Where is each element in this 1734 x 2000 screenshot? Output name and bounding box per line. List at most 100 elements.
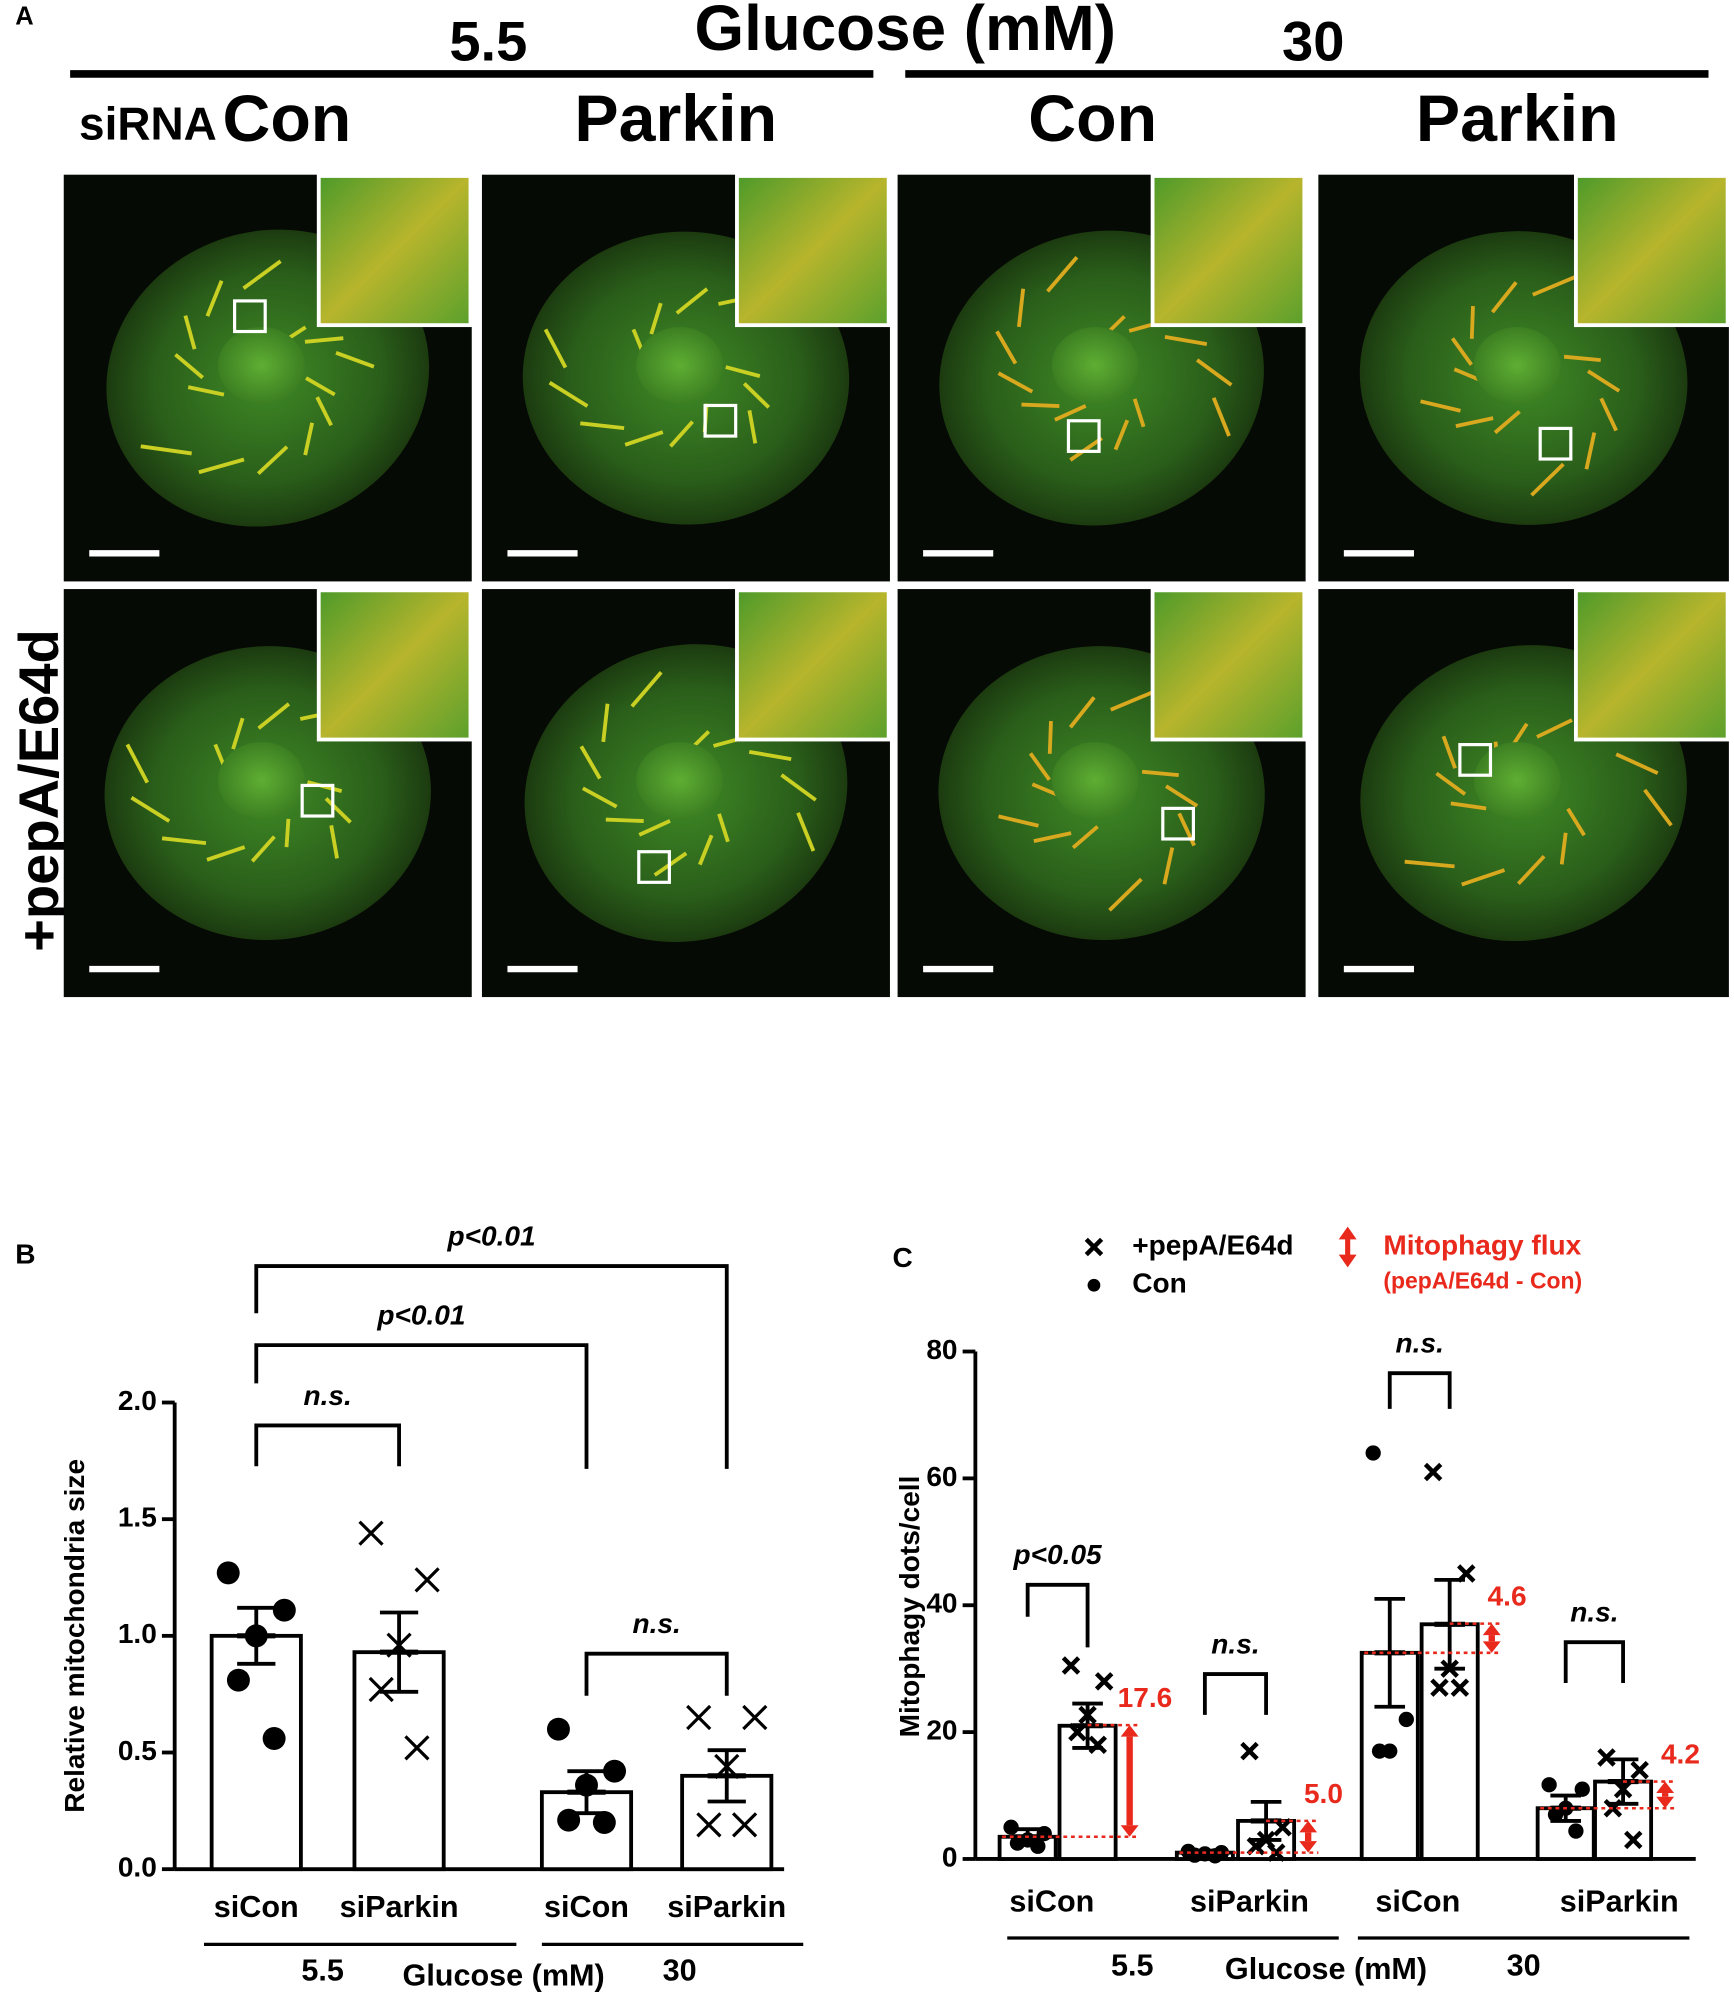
data-point bbox=[696, 1812, 722, 1838]
data-point bbox=[1630, 1760, 1649, 1780]
roi-box bbox=[1066, 419, 1101, 453]
y-tick-label: 0.0 bbox=[118, 1852, 157, 1883]
significance-label: p<0.01 bbox=[446, 1220, 535, 1251]
data-point bbox=[1240, 1741, 1259, 1761]
mitochondria bbox=[1493, 410, 1521, 435]
mitochondria bbox=[742, 382, 771, 409]
mitochondria bbox=[717, 813, 730, 843]
legend-marker bbox=[1338, 1226, 1357, 1268]
data-point bbox=[1267, 1843, 1286, 1862]
significance-bracket bbox=[254, 1343, 589, 1469]
mitochondria bbox=[748, 749, 792, 762]
roi-box bbox=[1538, 426, 1573, 461]
significance-label: p<0.05 bbox=[1013, 1539, 1103, 1570]
mitochondria bbox=[1028, 752, 1051, 781]
nucleus bbox=[1473, 327, 1561, 404]
inset bbox=[1573, 588, 1730, 742]
mitochondria bbox=[1108, 877, 1143, 912]
x-tick-label: siCon bbox=[1009, 1885, 1094, 1919]
mitochondria bbox=[256, 445, 289, 476]
legend-label: Con bbox=[1132, 1268, 1187, 1299]
mitochondria bbox=[1110, 690, 1154, 712]
nucleus bbox=[1051, 327, 1139, 404]
mitochondria bbox=[1559, 832, 1568, 865]
mitochondria bbox=[1164, 334, 1208, 346]
significance-bracket bbox=[1202, 1672, 1268, 1715]
nucleus bbox=[218, 742, 305, 819]
data-point bbox=[1597, 1748, 1616, 1767]
bar bbox=[209, 1633, 303, 1872]
arrow-head bbox=[1482, 1623, 1501, 1636]
inset bbox=[735, 174, 891, 328]
significance-bracket bbox=[254, 1423, 401, 1467]
data-point bbox=[272, 1598, 296, 1622]
mitochondria bbox=[174, 353, 204, 380]
mitochondria bbox=[1141, 769, 1179, 778]
flux-label: 4.6 bbox=[1488, 1581, 1527, 1612]
mitochondria bbox=[1563, 354, 1601, 363]
mitochondria bbox=[183, 315, 197, 350]
mitochondria bbox=[206, 845, 246, 862]
significance-bracket bbox=[254, 1264, 729, 1469]
inset bbox=[735, 588, 891, 742]
mitochondria bbox=[669, 420, 694, 448]
arrow-head bbox=[1482, 1641, 1501, 1653]
mitochondria bbox=[303, 422, 315, 456]
group-label: 30 bbox=[663, 1954, 697, 1988]
panel-label: A bbox=[15, 3, 33, 31]
x-tick-label: siCon bbox=[214, 1890, 299, 1924]
mitochondria bbox=[1068, 696, 1096, 729]
data-point bbox=[686, 1704, 712, 1731]
group-label: 30 bbox=[1507, 1948, 1541, 1982]
mitochondria bbox=[543, 328, 568, 369]
inset bbox=[1150, 588, 1307, 742]
mitochondria bbox=[630, 671, 663, 708]
x-tick-label: siParkin bbox=[1190, 1885, 1309, 1919]
data-point bbox=[1430, 1678, 1449, 1697]
x-tick-label: siParkin bbox=[667, 1890, 786, 1924]
mitochondria bbox=[130, 795, 171, 823]
mitochondria bbox=[125, 743, 150, 784]
mitochondria bbox=[1069, 436, 1103, 462]
significance-label: n.s. bbox=[632, 1608, 680, 1639]
mitochondria bbox=[284, 818, 291, 848]
nucleus bbox=[636, 742, 723, 819]
mitochondria bbox=[140, 444, 192, 456]
mitochondria bbox=[198, 457, 245, 475]
data-point bbox=[1624, 1830, 1643, 1850]
significance-label: n.s. bbox=[1570, 1597, 1618, 1628]
mitochondria bbox=[1461, 868, 1506, 887]
mitochondria bbox=[1113, 419, 1130, 451]
mitochondria bbox=[324, 797, 352, 824]
mitochondria bbox=[1587, 369, 1621, 393]
roi-box bbox=[233, 299, 267, 334]
inset bbox=[316, 174, 473, 328]
mitochondria bbox=[548, 380, 589, 408]
significance-bracket bbox=[1563, 1640, 1625, 1684]
mitochondria bbox=[675, 287, 709, 315]
roi-box bbox=[703, 403, 738, 438]
mitochondria bbox=[995, 330, 1018, 365]
treatment-label: +pepA/E64d bbox=[7, 629, 70, 952]
data-point bbox=[1541, 1777, 1557, 1793]
mitochondria bbox=[304, 336, 344, 344]
data-point bbox=[1423, 1462, 1443, 1482]
arrow-head bbox=[1120, 1725, 1139, 1737]
arrow-head bbox=[1299, 1841, 1318, 1853]
arrow-head bbox=[1656, 1796, 1675, 1809]
glucose-level: 30 bbox=[1282, 10, 1344, 73]
mitochondria bbox=[257, 702, 291, 730]
arrow-head bbox=[1299, 1820, 1318, 1833]
y-tick-label: 1.5 bbox=[118, 1502, 157, 1533]
significance-label: n.s. bbox=[304, 1380, 352, 1411]
data-point bbox=[1365, 1445, 1381, 1461]
mitochondria bbox=[1162, 847, 1175, 885]
glucose-title: Glucose (mM) bbox=[694, 0, 1116, 64]
y-tick-label: 1.0 bbox=[118, 1618, 157, 1649]
legend-label: Mitophagy flux bbox=[1383, 1229, 1581, 1260]
mitochondria bbox=[1211, 397, 1231, 437]
data-point bbox=[1371, 1743, 1388, 1759]
mitochondria bbox=[242, 259, 282, 290]
mitochondria bbox=[305, 376, 336, 397]
